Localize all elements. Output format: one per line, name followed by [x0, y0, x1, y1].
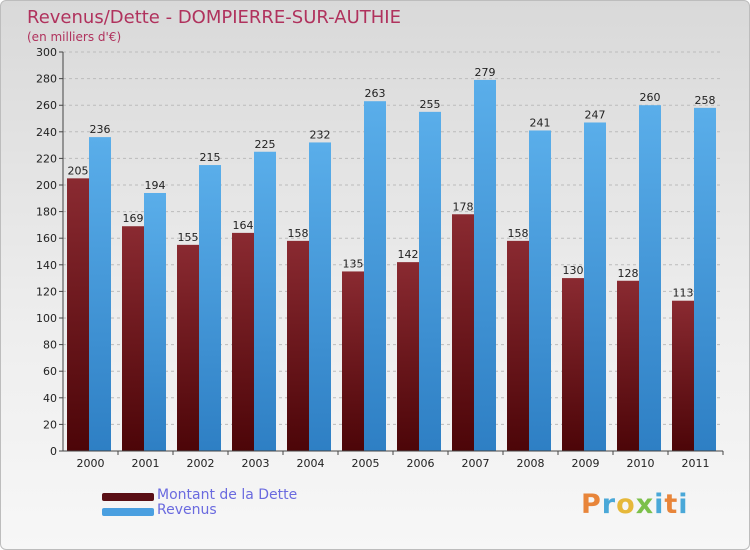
- x-tick-label: 2003: [242, 457, 270, 470]
- y-tick-label: 160: [36, 232, 57, 245]
- y-tick-label: 100: [36, 312, 57, 325]
- logo-letter: i: [678, 489, 689, 520]
- bar-dette: [562, 278, 584, 451]
- x-tick-label: 2005: [352, 457, 380, 470]
- x-tick-label: 2006: [407, 457, 435, 470]
- bar-dette: [397, 262, 419, 451]
- data-label: 142: [398, 248, 419, 261]
- bar-revenus: [144, 192, 166, 452]
- data-label: 205: [68, 164, 89, 177]
- bar-revenus: [254, 151, 276, 451]
- bar-dette: [452, 214, 474, 451]
- bar-revenus: [199, 165, 221, 452]
- x-tick-label: 2009: [572, 457, 600, 470]
- legend-label-revenus: Revenus: [157, 502, 217, 518]
- data-label: 260: [640, 91, 661, 104]
- grid-lines: [63, 51, 723, 452]
- y-tick-label: 0: [50, 445, 57, 458]
- bar-revenus: [584, 122, 606, 452]
- data-label: 158: [288, 227, 309, 240]
- y-tick-label: 280: [36, 73, 57, 86]
- data-label: 158: [508, 227, 529, 240]
- logo-letter: P: [581, 489, 602, 520]
- bar-dette: [672, 300, 694, 451]
- data-label: 263: [365, 87, 386, 100]
- logo-letter: t: [664, 489, 679, 520]
- data-label: 164: [233, 219, 254, 232]
- bar-revenus: [529, 130, 551, 451]
- bar-dette: [617, 280, 639, 451]
- legend-label-dette: Montant de la Dette: [157, 487, 298, 503]
- legend-swatch-dette: [102, 493, 154, 501]
- bar-dette: [177, 244, 199, 451]
- legend-swatch-revenus: [102, 508, 154, 516]
- bar-dette: [342, 271, 364, 451]
- data-label: 279: [475, 66, 496, 79]
- data-label: 232: [310, 128, 331, 141]
- data-label: 236: [90, 123, 111, 136]
- y-tick-label: 180: [36, 206, 57, 219]
- bar-revenus: [309, 142, 331, 451]
- data-label: 247: [585, 108, 606, 121]
- data-label: 135: [343, 257, 364, 270]
- y-tick-label: 20: [43, 418, 57, 431]
- data-label: 258: [695, 94, 716, 107]
- x-tick-label: 2004: [297, 457, 325, 470]
- logo-letter: x: [635, 489, 655, 520]
- bar-dette: [507, 240, 529, 451]
- y-tick-label: 220: [36, 152, 57, 165]
- y-tick-label: 300: [36, 46, 57, 59]
- bar-revenus: [694, 107, 716, 452]
- axes: 0 20 40 60 80 100 120 140 160 180 200 220 240 260 280 3…: [36, 46, 724, 470]
- data-label: 215: [200, 151, 221, 164]
- bar-dette: [232, 232, 254, 451]
- data-label: 178: [453, 200, 474, 213]
- y-tick-label: 240: [36, 126, 57, 139]
- chart-subtitle: (en milliers d'€): [27, 30, 122, 44]
- y-tick-label: 40: [43, 392, 57, 405]
- bar-revenus: [364, 101, 386, 452]
- bar-dette: [67, 178, 89, 451]
- chart-title: Revenus/Dette - DOMPIERRE-SUR-AUTHIE: [27, 7, 401, 28]
- data-label: 194: [145, 179, 166, 192]
- bars: [67, 79, 716, 452]
- x-tick-label: 2001: [132, 457, 160, 470]
- bar-revenus: [639, 105, 661, 451]
- x-tick-label: 2007: [462, 457, 490, 470]
- bar-revenus: [474, 79, 496, 452]
- logo-letter: o: [616, 489, 636, 520]
- y-tick-label: 60: [43, 365, 57, 378]
- data-label: 169: [123, 212, 144, 225]
- y-tick-label: 120: [36, 285, 57, 298]
- logo-letter: r: [601, 489, 617, 520]
- data-label: 113: [673, 287, 694, 300]
- y-tick-label: 80: [43, 339, 57, 352]
- bar-dette: [287, 240, 309, 451]
- data-label: 241: [530, 116, 551, 129]
- y-tick-label: 140: [36, 259, 57, 272]
- logo-letter: i: [654, 489, 665, 520]
- y-tick-label: 260: [36, 99, 57, 112]
- x-tick-label: 2010: [627, 457, 655, 470]
- data-label: 225: [255, 138, 276, 151]
- bar-dette: [122, 226, 144, 451]
- x-tick-label: 2011: [682, 457, 710, 470]
- proxiti-logo: Proxiti: [581, 489, 689, 520]
- data-labels: 205 236 169 194 155 215 164 225 158 232 135 263 142 2…: [68, 66, 716, 300]
- y-tick-label: 200: [36, 179, 57, 192]
- data-label: 128: [618, 267, 639, 280]
- data-label: 255: [420, 98, 441, 111]
- bar-revenus: [419, 111, 441, 451]
- data-label: 130: [563, 264, 584, 277]
- x-tick-label: 2000: [77, 457, 105, 470]
- data-label: 155: [178, 231, 199, 244]
- bar-revenus: [89, 137, 111, 451]
- x-tick-label: 2002: [187, 457, 215, 470]
- x-tick-label: 2008: [517, 457, 545, 470]
